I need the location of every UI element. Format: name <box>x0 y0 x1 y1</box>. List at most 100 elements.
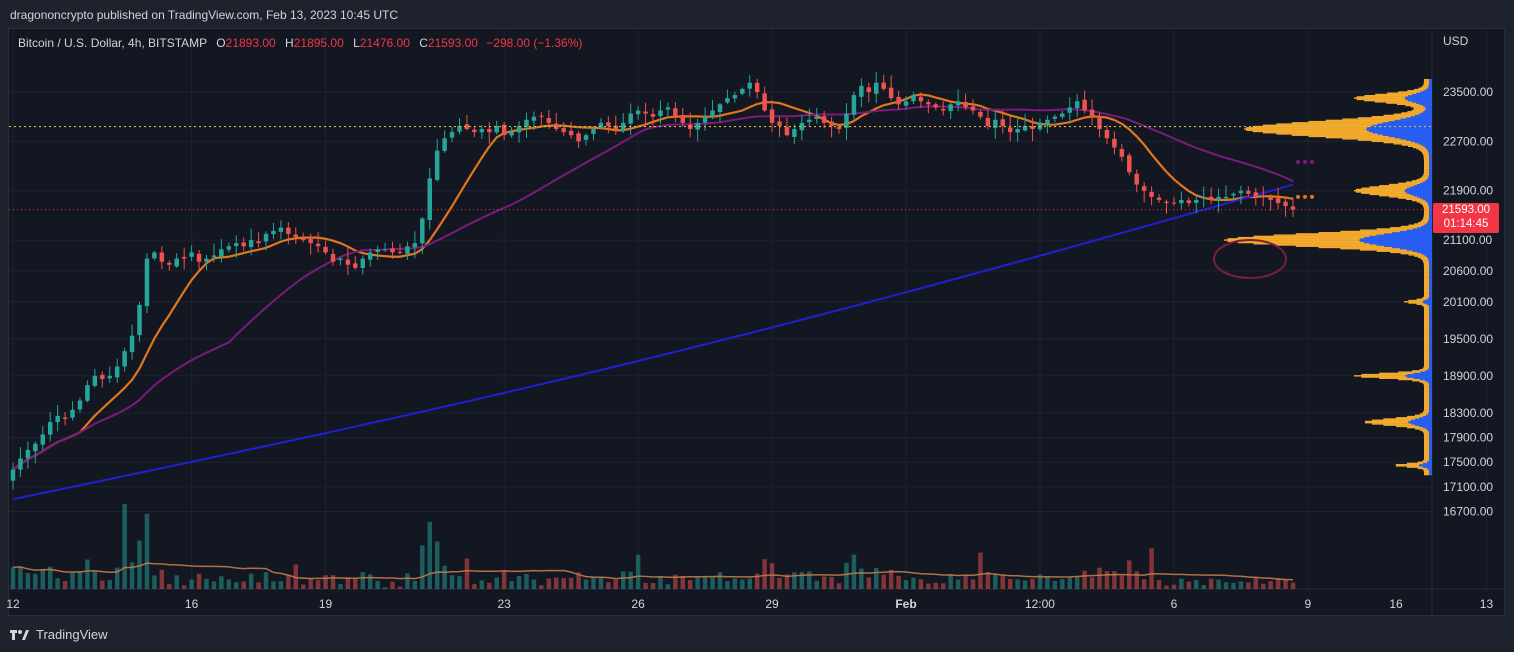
vp-bar-buy <box>1369 235 1432 238</box>
candle-body <box>740 88 745 94</box>
candle-body <box>397 251 403 253</box>
vp-bar-buy <box>1428 86 1432 88</box>
vp-bar-buy <box>1429 278 1432 281</box>
vp-bar-sell <box>1406 181 1423 183</box>
candle-body <box>1134 173 1139 185</box>
candle-body <box>330 253 336 262</box>
candle-body <box>420 218 425 244</box>
vp-bar-buy <box>1366 127 1432 129</box>
vp-bar-buy <box>1427 381 1432 383</box>
vp-bar-buy <box>1425 180 1432 182</box>
vp-bar-buy <box>1429 266 1432 268</box>
vp-bar-buy <box>1369 243 1432 245</box>
volume-bar <box>353 578 358 589</box>
vp-bar-buy <box>1429 473 1432 476</box>
footer[interactable]: TradingView <box>10 627 108 642</box>
candle-body <box>442 138 447 151</box>
vp-bar-buy <box>1412 93 1432 96</box>
volume-bar <box>1223 582 1229 589</box>
volume-bar <box>978 552 983 589</box>
volume-bar <box>747 578 752 589</box>
volume-bar <box>955 579 961 589</box>
volume-bar <box>926 583 931 589</box>
vp-bar-sell <box>1423 404 1430 407</box>
vp-bar-buy <box>1425 223 1432 225</box>
vp-bar-buy <box>1429 398 1432 400</box>
volume-bar <box>1231 582 1236 589</box>
vp-bar-sell <box>1371 140 1411 143</box>
vp-bar-buy <box>1421 144 1432 146</box>
price-tick-label: 23500.00 <box>1443 85 1493 99</box>
volume-bar <box>472 583 477 589</box>
candle-body <box>524 119 529 127</box>
vp-bar-sell <box>1424 352 1430 355</box>
vp-bar-buy <box>1429 439 1432 441</box>
vp-bar-sell <box>1423 172 1430 175</box>
vp-bar-sell <box>1424 314 1430 317</box>
candle-body <box>1082 99 1087 111</box>
volume-bar <box>933 582 939 589</box>
candle-body <box>881 82 886 89</box>
candle-body <box>754 82 760 92</box>
vp-bar-buy <box>1428 204 1432 207</box>
candle-body <box>152 252 157 259</box>
vp-bar-sell <box>1424 402 1430 404</box>
vp-bar-buy <box>1429 396 1432 398</box>
vp-bar-sell <box>1420 220 1428 223</box>
vp-bar-sell <box>1262 132 1373 134</box>
vp-bar-sell <box>1342 118 1401 120</box>
candle-body <box>1000 119 1005 126</box>
candle-body <box>1127 155 1132 173</box>
candle-body <box>129 335 135 353</box>
volume-bar <box>293 564 299 589</box>
vp-bar-buy <box>1428 382 1432 384</box>
vp-bar-buy <box>1429 364 1432 366</box>
vp-bar-sell <box>1424 329 1430 331</box>
vp-bar-buy <box>1419 425 1432 428</box>
volume-bar <box>702 577 708 589</box>
vp-bar-sell <box>1424 455 1430 457</box>
vp-bar-sell <box>1424 391 1430 393</box>
vp-bar-buy <box>1429 331 1432 334</box>
vp-bar-sell <box>1424 340 1430 342</box>
vp-bar-sell <box>1408 224 1424 226</box>
vp-bar-buy <box>1404 375 1432 377</box>
candle-body <box>47 422 53 435</box>
vp-bar-buy <box>1382 122 1432 124</box>
vp-bar-sell <box>1246 129 1367 131</box>
volume-bar <box>1000 574 1005 589</box>
volume-bar <box>167 583 172 589</box>
vp-bar-buy <box>1429 394 1432 397</box>
vp-bar-buy <box>1429 314 1432 317</box>
vp-bar-buy <box>1417 227 1432 229</box>
volume-ma-line <box>12 562 1294 581</box>
vp-bar-sell <box>1412 146 1426 149</box>
vp-bar-buy <box>1423 299 1432 302</box>
vp-bar-sell <box>1308 135 1389 138</box>
vp-bar-buy <box>1420 371 1432 373</box>
vp-bar-buy <box>1359 239 1432 241</box>
vp-bar-sell <box>1423 154 1429 156</box>
volume-profile <box>1224 78 1432 476</box>
candle-body <box>948 104 953 112</box>
vp-bar-buy <box>1429 313 1432 315</box>
vp-bar-sell <box>1423 213 1430 215</box>
vp-bar-sell <box>1356 96 1406 98</box>
volume-bar <box>1216 579 1221 589</box>
vp-bar-sell <box>1424 441 1430 444</box>
vp-bar-sell <box>1423 160 1430 162</box>
vp-bar-buy <box>1429 280 1432 282</box>
footer-brand: TradingView <box>36 627 108 642</box>
vp-bar-buy <box>1429 271 1432 273</box>
vp-bar-sell <box>1424 288 1430 291</box>
vp-bar-buy <box>1384 245 1432 247</box>
candle-body <box>635 110 641 115</box>
volume-bar <box>107 579 112 589</box>
vp-bar-buy <box>1429 80 1432 82</box>
vp-bar-buy <box>1426 298 1432 301</box>
vp-bar-sell <box>1423 383 1430 386</box>
vp-bar-sell <box>1424 344 1430 346</box>
vp-bar-sell <box>1379 185 1414 187</box>
vp-bar-buy <box>1411 101 1432 103</box>
